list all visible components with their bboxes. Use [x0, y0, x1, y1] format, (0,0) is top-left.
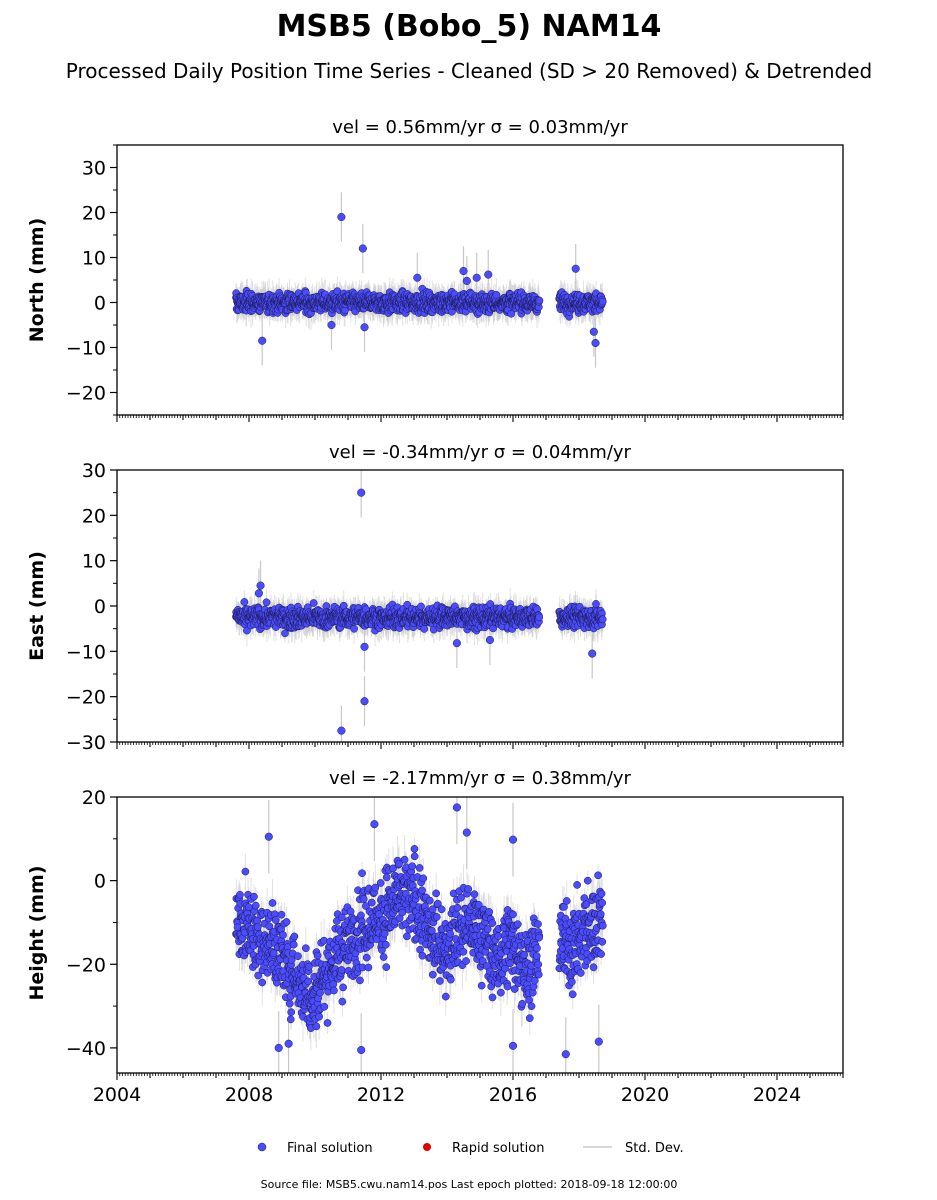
- outlier-point: [360, 323, 369, 332]
- outlier-point: [571, 264, 580, 273]
- data-point: [262, 598, 271, 607]
- outlier-point: [459, 266, 468, 276]
- y-axis-label: North (mm): [26, 218, 48, 343]
- north-panel: vel = 0.56mm/yr σ = 0.03mm/yr North (mm)…: [26, 117, 844, 422]
- y-axis-label: East (mm): [26, 551, 48, 661]
- figure-subtitle: Processed Daily Position Time Series - C…: [66, 59, 872, 83]
- data-point: [350, 624, 358, 633]
- data-point: [240, 598, 249, 606]
- y-tick-label: 10: [82, 248, 106, 270]
- outlier-point: [591, 338, 600, 348]
- data-point: [535, 296, 544, 305]
- outlier-point: [472, 273, 481, 282]
- y-tick-label: −20: [66, 383, 106, 405]
- data-point: [420, 625, 429, 633]
- outlier-point: [258, 336, 267, 345]
- outlier-point: [358, 244, 367, 253]
- data-point: [598, 297, 607, 306]
- data-point: [417, 602, 425, 611]
- y-tick-label: 0: [94, 293, 106, 315]
- outlier-point: [484, 270, 493, 279]
- y-tick-label: 20: [82, 203, 106, 225]
- final-solution-points: [232, 212, 607, 348]
- figure-title: MSB5 (Bobo_5) NAM14: [277, 9, 662, 44]
- panel-title: vel = 0.56mm/yr σ = 0.03mm/yr: [332, 117, 628, 138]
- outlier-point: [327, 320, 336, 330]
- panel-title: vel = -0.34mm/yr σ = 0.04mm/yr: [329, 442, 632, 463]
- east-panel: vel = -0.34mm/yr σ = 0.04mm/yr East (mm)…: [26, 442, 844, 754]
- y-tick-label: −10: [66, 338, 106, 360]
- outlier-point: [462, 276, 471, 285]
- outlier-point: [337, 212, 346, 222]
- outlier-point: [413, 273, 422, 282]
- outlier-point: [589, 327, 598, 336]
- final-solution-points: [232, 488, 607, 735]
- data-point: [309, 599, 318, 607]
- y-tick-label: 30: [82, 158, 106, 180]
